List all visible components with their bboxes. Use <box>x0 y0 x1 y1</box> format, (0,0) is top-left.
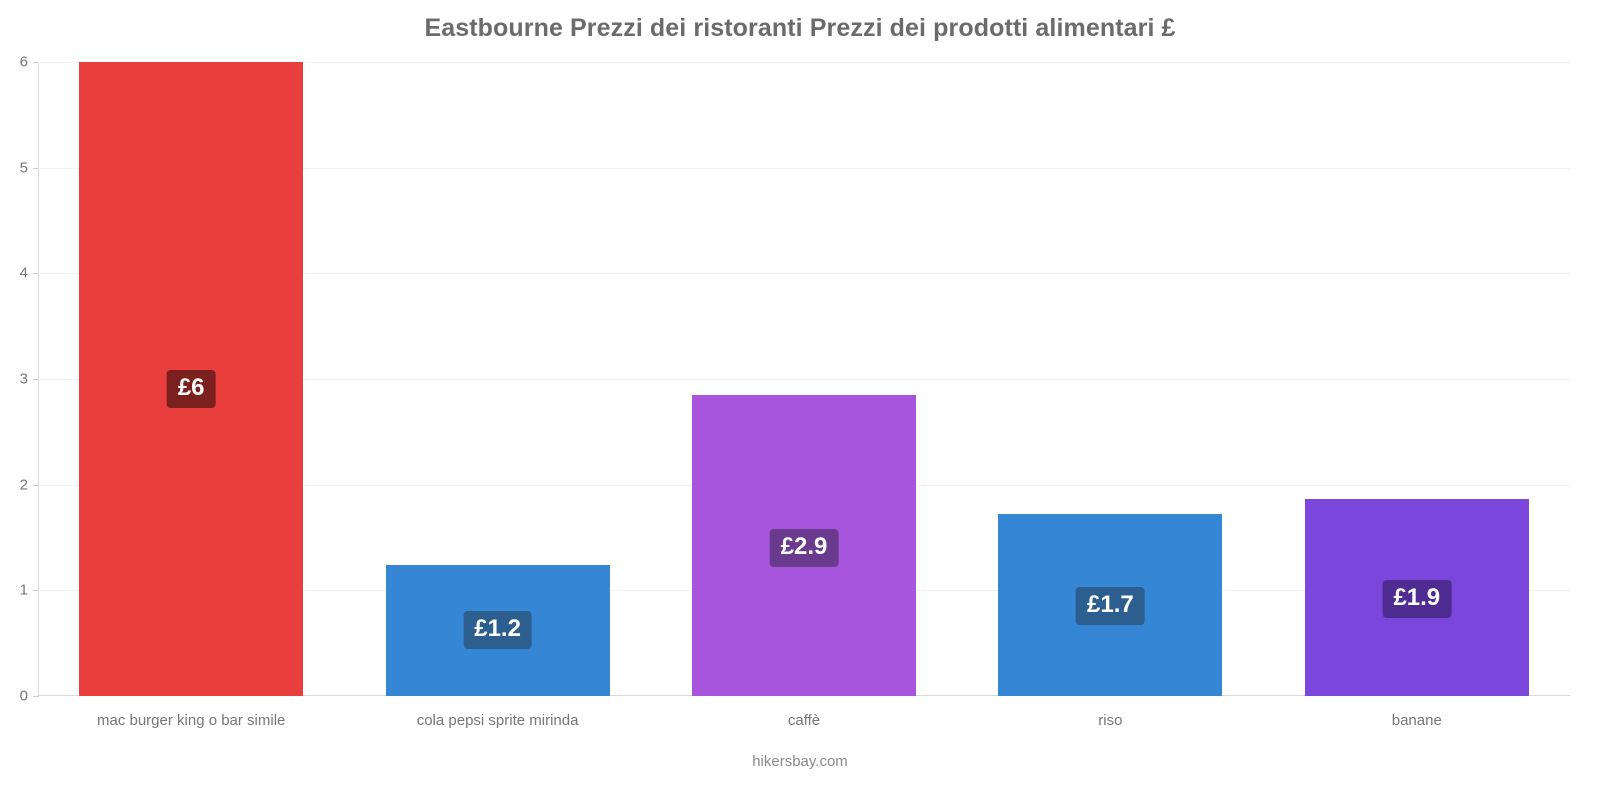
y-axis-tick-label: 1 <box>19 581 28 599</box>
bar-value-label: £1.7 <box>1076 586 1145 625</box>
gridline <box>38 62 1570 63</box>
y-axis-tick-label: 6 <box>19 53 28 71</box>
bar-value-label: £2.9 <box>769 529 839 568</box>
y-axis-tick-label: 4 <box>19 264 28 282</box>
y-axis-tick-label: 3 <box>19 370 28 388</box>
x-axis-category-label: mac burger king o bar simile <box>96 712 286 729</box>
chart-title: Eastbourne Prezzi dei ristoranti Prezzi … <box>424 14 1176 42</box>
gridline <box>38 379 1570 380</box>
y-axis-tick-mark <box>33 696 39 697</box>
bar[interactable]: £1.7 <box>998 514 1223 696</box>
x-axis-category-label: riso <box>1098 712 1123 729</box>
y-axis-tick-label: 2 <box>19 476 28 494</box>
bar[interactable]: £1.2 <box>385 564 610 696</box>
gridline <box>38 167 1570 169</box>
bar-value-label: £6 <box>166 369 216 408</box>
bar-value-label: £1.9 <box>1382 579 1452 618</box>
x-axis-category-label: banane <box>1391 712 1442 729</box>
y-axis-tick-label: 5 <box>19 159 28 177</box>
bar-value-label: £1.2 <box>463 611 532 650</box>
gridline <box>38 273 1570 275</box>
x-axis-category-label: caffè <box>787 712 821 729</box>
plot-area: £6 £1.2 £2.9 £1.7 £1.9 <box>38 62 1570 696</box>
footer-source: hikersbay.com <box>752 753 848 770</box>
y-axis-tick-label: 0 <box>19 687 28 705</box>
bar[interactable]: £1.9 <box>1304 499 1529 696</box>
bar[interactable]: £6 <box>79 62 304 696</box>
x-axis-category-label: cola pepsi sprite mirinda <box>416 712 579 729</box>
bar[interactable]: £2.9 <box>692 394 916 696</box>
